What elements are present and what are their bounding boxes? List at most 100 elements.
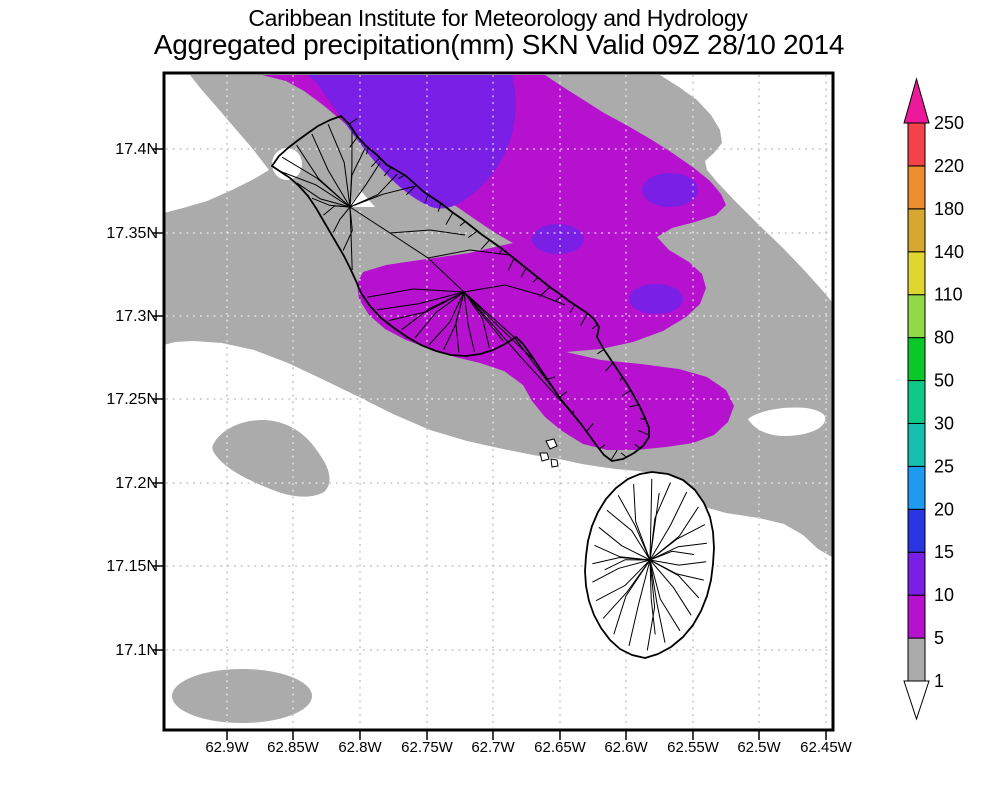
y-tick-label-1: 17.35N: [106, 225, 158, 242]
colorbar-segment-30: [907, 380, 926, 424]
island-layer: [271, 115, 715, 659]
drainage-ray: [649, 559, 681, 632]
coast-drainage-tick: [604, 362, 614, 372]
drainage-ray: [649, 542, 707, 561]
drainage-ray: [428, 291, 465, 346]
drainage-ray: [594, 544, 651, 561]
coast-drainage-tick: [621, 389, 631, 397]
x-tick-label-9: 62.45W: [800, 739, 853, 756]
coast-drainage-tick: [619, 376, 623, 382]
rain-core-east-10-15mm: [642, 173, 698, 207]
y-tick-label-3: 17.25N: [106, 391, 158, 408]
colorbar-segment-15: [907, 508, 926, 553]
coast-drainage-tick: [445, 212, 454, 225]
coast-drainage-tick: [591, 324, 598, 330]
coast-drainage-tick: [459, 221, 466, 227]
rain-blob-west-1-5mm: [212, 420, 330, 497]
colorbar-level-1: 1: [934, 671, 944, 691]
drainage-ray: [595, 559, 651, 602]
rain-core-southeast-10-15mm: [629, 284, 683, 314]
figure-title-line2: Aggregated precipitation(mm) SKN Valid 0…: [154, 29, 844, 60]
drainage-ray: [463, 291, 572, 413]
drainage-ray: [649, 559, 700, 599]
drainage-ray: [649, 559, 656, 635]
drainage-ray: [649, 559, 666, 643]
drainage-ray: [342, 206, 353, 251]
dry-hole-east: [748, 407, 826, 436]
drainage-ray: [604, 559, 651, 571]
colorbar-segment-25: [907, 422, 926, 467]
coast-drainage-tick: [424, 194, 429, 204]
coast-drainage-tick: [480, 239, 490, 250]
drainage-ray: [463, 291, 534, 360]
drainage-ray: [349, 148, 366, 208]
colorbar-level-220: 220: [934, 156, 964, 176]
nevis-coastline: [584, 471, 715, 659]
coast-drainage-tick: [597, 348, 605, 355]
x-tick-label-1: 62.85W: [267, 739, 320, 756]
st-kitts-coastline: [271, 115, 650, 462]
coast-drainage-tick: [348, 118, 358, 125]
colorbar-arrow-above-max: [903, 77, 930, 124]
colorbar-segment-20: [907, 465, 926, 510]
colorbar-segment-1: [907, 637, 926, 682]
coast-drainage-tick: [507, 258, 515, 271]
coast-drainage-tick: [398, 174, 405, 180]
drainage-ray: [349, 206, 353, 271]
x-tick-label-4: 62.7W: [471, 739, 515, 756]
colorbar-arrow-below-min: [903, 680, 930, 721]
coast-drainage-tick: [366, 147, 369, 155]
x-tick-label-7: 62.55W: [667, 739, 720, 756]
drainage-ray: [443, 291, 465, 351]
colorbar-segment-80: [907, 294, 926, 339]
colorbar-segment-10: [907, 551, 926, 596]
drainage-ray: [463, 291, 552, 387]
colorbar-segment-180: [907, 165, 926, 210]
st-kitts-valley-line-1: [463, 284, 566, 306]
coast-drainage-tick: [572, 410, 575, 415]
coast-drainage-tick: [370, 157, 381, 168]
coast-drainage-tick: [406, 184, 417, 196]
drainage-ray: [606, 509, 651, 561]
drainage-ray: [349, 162, 381, 208]
coast-drainage-tick: [539, 286, 551, 298]
rain-core-mid-10-15mm: [532, 224, 584, 254]
drainage-ray: [388, 291, 465, 322]
drainage-ray: [649, 550, 694, 561]
coast-drainage-tick: [629, 404, 639, 408]
plot-frame: [162, 71, 835, 732]
drainage-ray: [602, 559, 651, 619]
drainage-ray: [649, 559, 707, 566]
st-kitts-valley-line-3: [389, 229, 466, 236]
colorbar-segment-5: [907, 594, 926, 639]
axis-tick-marks: [153, 148, 827, 740]
drainage-ray: [592, 559, 651, 583]
y-tick-label-0: 17.4N: [115, 141, 158, 158]
latitude-axis-labels: 17.4N 17.35N 17.3N 17.25N 17.2N 17.15N 17.1N: [106, 141, 158, 659]
rain-region-5-10mm: [262, 75, 734, 450]
drainage-ray: [463, 291, 490, 349]
drainage-ray: [628, 559, 651, 647]
x-tick-label-2: 62.8W: [338, 739, 382, 756]
dry-spot-stkitts-peak: [348, 191, 375, 207]
st-kitts-ridge-line: [349, 206, 465, 293]
islets-the-narrows: [539, 438, 559, 468]
drainage-ray: [646, 559, 656, 651]
drainage-ray: [633, 484, 651, 561]
colorbar-segment-220: [907, 122, 926, 167]
coast-drainage-tick: [532, 277, 539, 283]
st-kitts-drainage-lines: [280, 118, 650, 461]
colorbar-level-180: 180: [934, 199, 964, 219]
y-tick-label-6: 17.1N: [115, 642, 158, 659]
colorbar-level-140: 140: [934, 242, 964, 262]
coast-drainage-tick: [383, 167, 392, 177]
coast-drainage-tick: [620, 452, 627, 458]
nevis-drainage-lines: [592, 478, 707, 651]
coast-drainage-tick: [520, 267, 527, 278]
colorbar-segment-50: [907, 337, 926, 382]
colorbar-level-50: 50: [934, 371, 954, 391]
drainage-ray: [280, 171, 351, 208]
